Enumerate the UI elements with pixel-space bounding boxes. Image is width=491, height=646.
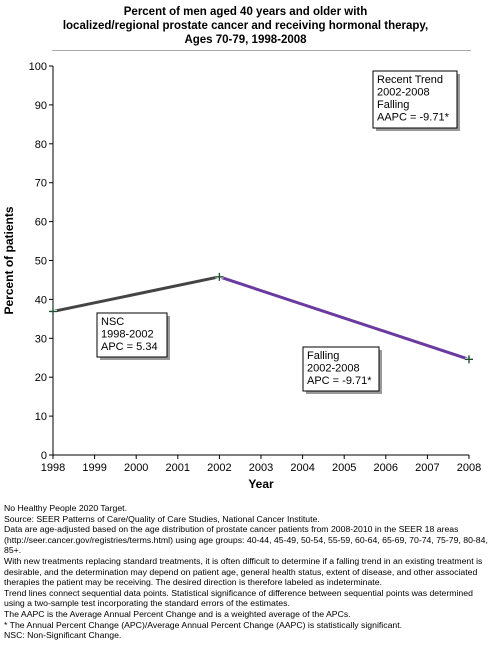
title-line-2: localized/regional prostate cancer and r… xyxy=(62,20,429,32)
x-tick-label: 2000 xyxy=(124,462,148,474)
x-tick-label: 2003 xyxy=(249,462,273,474)
x-tick-label: 2008 xyxy=(457,462,481,474)
data-point-2008 xyxy=(465,355,473,364)
annotation-recent-trend-line: Falling xyxy=(377,99,409,111)
note-age-adjusted: Data are age-adjusted based on the age d… xyxy=(4,524,488,556)
chart-title: Percent of men aged 40 years and older w… xyxy=(20,5,471,47)
y-tick-label: 70 xyxy=(35,178,47,190)
line-chart: 0 10 20 30 40 50 60 70 80 90 100 1998 1999 2000 2001 2… xyxy=(2,61,481,491)
annotation-recent-trend-line: Recent Trend xyxy=(377,74,443,86)
x-tick-label: 2007 xyxy=(415,462,439,474)
x-tick-label: 2005 xyxy=(332,462,356,474)
data-point-2002 xyxy=(215,272,224,281)
y-tick-label: 30 xyxy=(35,333,47,345)
y-tick-label: 50 xyxy=(35,256,47,268)
data-point-1998 xyxy=(49,307,57,316)
x-tick-label: 1998 xyxy=(41,462,65,474)
annotation-recent-trend-line: AAPC = -9.71* xyxy=(377,112,450,124)
note-significance: * The Annual Percent Change (APC)/Averag… xyxy=(4,619,403,630)
annotation-segment-2-line: Falling xyxy=(307,350,339,362)
trend-segment-1 xyxy=(51,275,221,313)
note-nsc: NSC: Non-Significant Change. xyxy=(4,630,122,641)
y-tick-label: 40 xyxy=(35,294,47,306)
trend-segment-2 xyxy=(217,275,471,361)
title-line-3: Ages 70-79, 1998-2008 xyxy=(184,34,307,46)
y-tick-label: 80 xyxy=(35,139,47,151)
x-tick-label: 2006 xyxy=(374,462,398,474)
y-ticks: 0 10 20 30 40 50 60 70 80 90 100 xyxy=(29,61,53,462)
title-line-1: Percent of men aged 40 years and older w… xyxy=(123,6,368,18)
x-axis-label: Year xyxy=(248,477,274,491)
y-tick-label: 20 xyxy=(35,372,47,384)
annotation-segment-2-line: 2002-2008 xyxy=(307,363,360,375)
note-aapc: The AAPC is the Average Annual Percent C… xyxy=(4,608,351,619)
title-divider xyxy=(52,50,471,51)
annotation-segment-1-line: NSC xyxy=(101,316,124,328)
annotation-segment-1-line: APC = 5.34 xyxy=(101,341,158,353)
x-tick-label: 2002 xyxy=(207,462,231,474)
x-tick-label: 2001 xyxy=(166,462,190,474)
note-source: Source: SEER Patterns of Care/Quality of… xyxy=(4,513,320,524)
note-trend-lines: Trend lines connect sequential data poin… xyxy=(4,587,473,609)
annotation-recent-trend-line: 2002-2008 xyxy=(377,87,430,99)
footnotes: No Healthy People 2020 Target. Source: S… xyxy=(4,503,488,641)
note-target: No Healthy People 2020 Target. xyxy=(4,503,127,513)
data-points xyxy=(49,272,473,364)
y-axis-label: Percent of patients xyxy=(2,206,16,314)
annotation-segment-2-line: APC = -9.71* xyxy=(307,375,372,387)
note-indeterminate: With new treatments replacing standard t… xyxy=(4,555,483,588)
annotation-segment-1-line: 1998-2002 xyxy=(101,329,154,341)
y-tick-label: 100 xyxy=(29,61,47,73)
y-tick-label: 0 xyxy=(41,450,47,462)
y-tick-label: 60 xyxy=(35,217,47,229)
x-tick-label: 1999 xyxy=(82,462,106,474)
trend-lines xyxy=(51,275,471,361)
y-tick-label: 90 xyxy=(35,100,47,112)
x-ticks: 1998 1999 2000 2001 2002 2003 2004 2005 2006 2007… xyxy=(41,455,481,474)
y-tick-label: 10 xyxy=(35,411,47,423)
x-tick-label: 2004 xyxy=(290,462,314,474)
